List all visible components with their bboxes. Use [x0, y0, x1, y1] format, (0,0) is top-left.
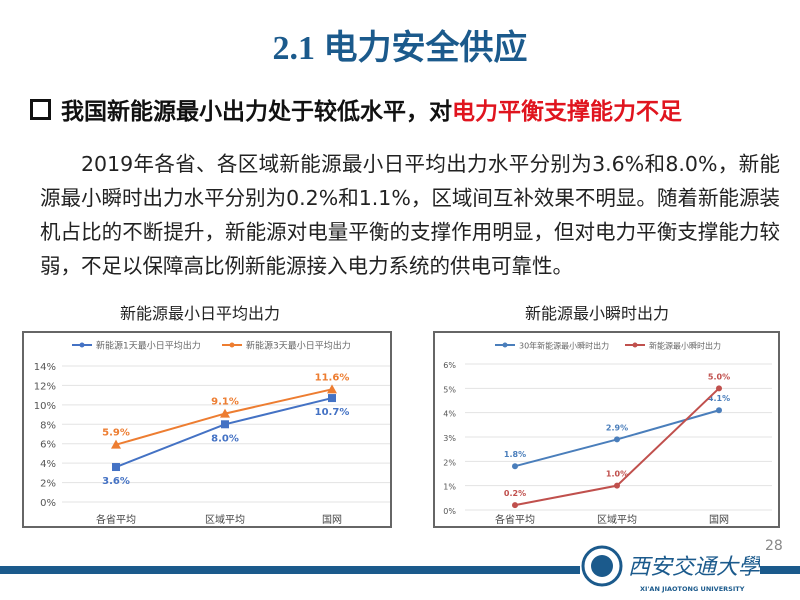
- data-label: 11.6%: [315, 372, 350, 383]
- data-point: [614, 482, 620, 489]
- y-tick-label: 10%: [34, 401, 56, 412]
- y-tick-label: 3%: [443, 434, 456, 443]
- svg-text:XI'AN JIAOTONG UNIVERSITY: XI'AN JIAOTONG UNIVERSITY: [640, 585, 745, 593]
- data-label: 5.9%: [102, 428, 130, 439]
- legend-label: 新能源最小瞬时出力: [649, 341, 721, 351]
- data-point: [220, 408, 230, 418]
- data-point: [512, 463, 518, 470]
- data-point: [112, 463, 120, 472]
- legend-label: 新能源3天最小日平均出力: [246, 340, 351, 352]
- data-point: [328, 394, 336, 403]
- slide-title: 2.1 电力安全供应: [272, 30, 528, 67]
- x-tick-label: 国网: [709, 514, 729, 526]
- chart2: 0% 1% 2% 3% 4% 5% 6% 各省平均 区域平均 国网 1.8% 2.9% 4.1% 30年新…: [433, 331, 780, 528]
- x-tick-label: 国网: [322, 514, 342, 526]
- x-tick-label: 区域平均: [205, 513, 245, 526]
- legend-label: 30年新能源最小瞬时出力: [519, 341, 609, 351]
- y-tick-label: 8%: [40, 420, 56, 431]
- data-point: [512, 502, 518, 509]
- data-point: [327, 384, 337, 394]
- y-tick-label: 12%: [34, 381, 56, 392]
- data-label: 10.7%: [315, 407, 350, 418]
- y-tick-label: 5%: [443, 385, 456, 394]
- data-label: 1.0%: [606, 470, 628, 479]
- university-logo: 西安交通大學 XI'AN JIAOTONG UNIVERSITY: [580, 540, 760, 596]
- data-label: 9.1%: [211, 397, 239, 408]
- chart2-title: 新能源最小瞬时出力: [525, 304, 670, 323]
- chart1-svg: 0% 2% 4% 6% 8% 10% 12% 14% 各省平均 区域平均 国网 3.6% 8.0% 10.…: [34, 340, 390, 526]
- data-label: 5.0%: [708, 372, 730, 381]
- y-tick-label: 2%: [40, 479, 56, 490]
- data-label: 4.1%: [708, 394, 730, 403]
- x-tick-label: 区域平均: [597, 513, 637, 526]
- x-tick-label: 各省平均: [495, 513, 535, 526]
- y-tick-label: 1%: [443, 483, 456, 492]
- page-number: 28: [765, 538, 783, 554]
- bullet-highlight: 电力平衡支撑能力不足: [452, 99, 682, 125]
- data-point: [716, 385, 722, 392]
- chart1-title: 新能源最小日平均出力: [120, 304, 281, 323]
- chart2-svg: 0% 1% 2% 3% 4% 5% 6% 各省平均 区域平均 国网 1.8% 2.9% 4.1% 30年新…: [443, 341, 772, 526]
- legend-marker: [632, 342, 638, 348]
- data-label: 1.8%: [504, 450, 526, 459]
- data-label: 2.9%: [606, 423, 628, 432]
- checkbox-bullet-icon: [30, 99, 51, 120]
- data-point: [614, 436, 620, 443]
- chart1: 0% 2% 4% 6% 8% 10% 12% 14% 各省平均 区域平均 国网 3.6% 8.0% 10.…: [22, 331, 392, 528]
- y-tick-label: 4%: [443, 410, 456, 419]
- data-label: 0.2%: [504, 489, 526, 498]
- bullet-text: 我国新能源最小出力处于较低水平，对: [61, 99, 452, 125]
- y-tick-label: 0%: [40, 498, 56, 509]
- data-point: [111, 439, 121, 449]
- y-tick-label: 14%: [34, 362, 56, 373]
- y-tick-label: 0%: [443, 507, 456, 516]
- data-label: 8.0%: [211, 433, 239, 444]
- data-label: 3.6%: [102, 476, 130, 487]
- y-tick-label: 4%: [40, 459, 56, 470]
- body-paragraph: 2019年各省、各区域新能源最小日平均出力水平分别为3.6%和8.0%，新能源最…: [40, 152, 780, 278]
- footer-bar-left: [0, 566, 585, 574]
- legend-marker: [79, 342, 85, 348]
- data-point: [221, 420, 229, 429]
- legend-marker: [502, 342, 508, 348]
- y-tick-label: 2%: [443, 458, 456, 467]
- y-tick-label: 6%: [40, 440, 56, 451]
- y-tick-label: 6%: [443, 361, 456, 370]
- footer-bar-right: [755, 566, 800, 574]
- svg-text:西安交通大學: 西安交通大學: [628, 555, 760, 580]
- legend-label: 新能源1天最小日平均出力: [96, 340, 201, 352]
- bullet-heading: 我国新能源最小出力处于较低水平，对电力平衡支撑能力不足: [30, 92, 682, 126]
- x-tick-label: 各省平均: [96, 513, 136, 526]
- legend-marker: [229, 342, 235, 348]
- data-point: [716, 407, 722, 414]
